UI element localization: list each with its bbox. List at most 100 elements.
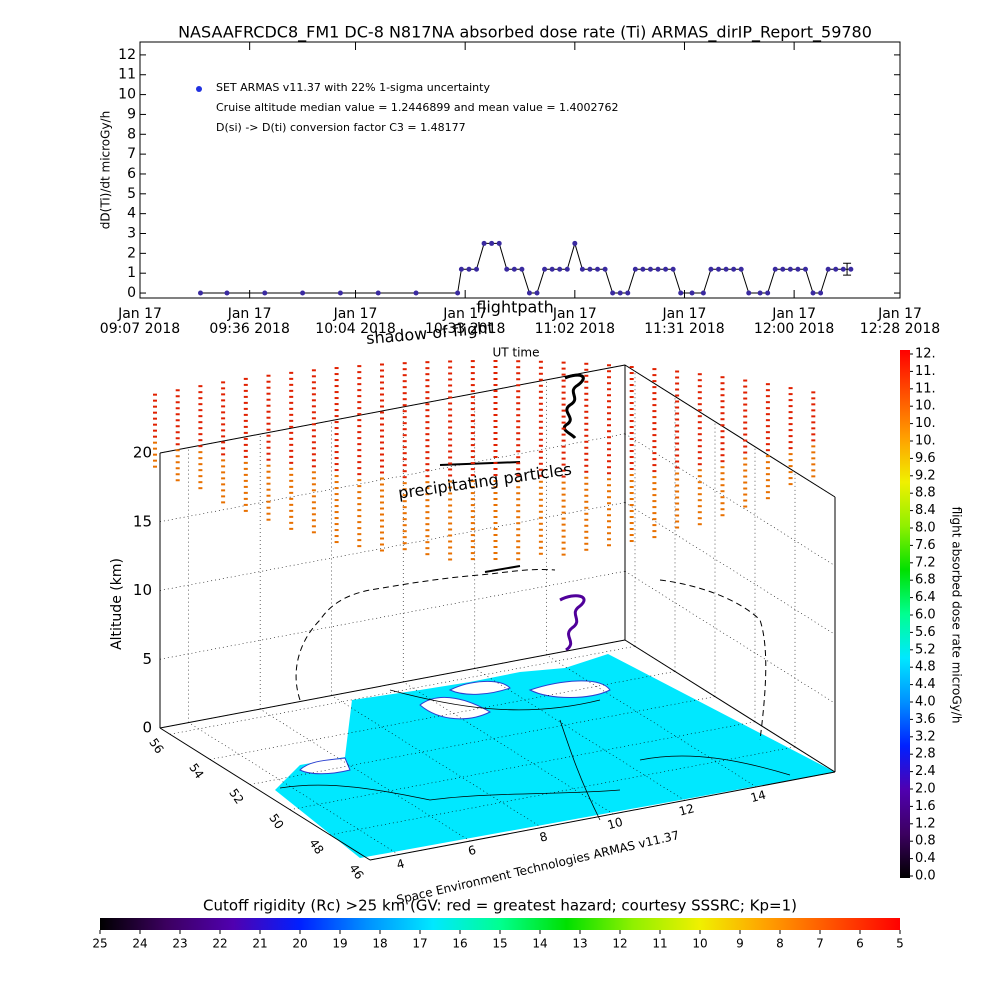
dose-dash (334, 433, 339, 436)
map-sea (299, 680, 611, 775)
dose-dash (289, 425, 294, 428)
dose-dash (470, 456, 475, 459)
dose-dash (765, 443, 770, 446)
dose-dash (652, 374, 657, 377)
dose-dash (516, 462, 521, 465)
dose-dash (470, 420, 475, 423)
dose-dash (720, 406, 725, 409)
dose-dash (697, 463, 702, 466)
dose-dash (266, 386, 271, 389)
data-point (723, 266, 729, 272)
dose-dash (425, 385, 430, 388)
dose-dash (311, 381, 316, 384)
dose-dash (357, 431, 362, 434)
dose-dash (357, 521, 362, 524)
dose-dash (357, 401, 362, 404)
dose-dash (470, 486, 475, 489)
dose-dash (720, 460, 725, 463)
data-point (564, 266, 570, 272)
dose-dash (221, 399, 226, 402)
dose-dash (584, 446, 589, 449)
dose-dash (788, 453, 793, 456)
dose-dash (357, 437, 362, 440)
dose-dash (266, 398, 271, 401)
dose-dash (652, 422, 657, 425)
dose-dash (380, 477, 384, 480)
dose-dash (697, 433, 702, 436)
dose-dash (266, 380, 271, 383)
dose-dash (561, 463, 566, 466)
dose-dash (629, 504, 634, 507)
dose-dash (470, 414, 475, 417)
dose-dash (357, 545, 362, 548)
dose-dash (788, 477, 793, 480)
colorbar-tick-label: 24 (132, 937, 147, 951)
dose-dash (334, 511, 339, 514)
dose-dash (470, 552, 475, 555)
z-tick-label: 0 (142, 719, 152, 737)
data-point (466, 266, 472, 272)
lon-tick-label: 10 (606, 815, 624, 832)
dose-dash (289, 401, 294, 404)
dose-dash (675, 478, 680, 481)
dose-dash (448, 558, 453, 561)
dose-dash (516, 474, 521, 477)
z-tick-label: 20 (133, 444, 152, 462)
dose-dash (675, 424, 680, 427)
colorbar-label: Cutoff rigidity (Rc) >25 km (GV: red = g… (203, 897, 797, 915)
dose-dash (652, 506, 657, 509)
colorbar-tick-label: 10. (915, 434, 936, 449)
dose-dash (334, 427, 339, 430)
colorbar-tick-label: 19 (332, 937, 347, 951)
data-point (572, 240, 578, 246)
dose-dash (743, 493, 748, 496)
data-point (787, 266, 793, 272)
dose-dash (516, 360, 521, 363)
dose-dash (743, 427, 748, 430)
dose-dash (743, 475, 748, 478)
dose-dash (357, 425, 362, 428)
dose-dash (493, 438, 498, 441)
dose-dash (357, 527, 362, 530)
dose-dash (175, 443, 180, 446)
dose-dash (629, 372, 634, 375)
dose-dash (311, 441, 316, 444)
dose-dash (629, 468, 634, 471)
dose-dash (243, 467, 248, 470)
dose-dash (448, 546, 453, 549)
dose-dash (493, 480, 498, 483)
dose-dash (470, 432, 475, 435)
dose-dash (561, 361, 566, 364)
dose-dash (607, 364, 611, 367)
data-point (549, 266, 555, 272)
dose-dash (380, 387, 384, 390)
dose-dash (357, 509, 362, 512)
dose-dash (470, 474, 475, 477)
x-tick-label: 09:36 2018 (209, 321, 289, 337)
dose-dash (221, 459, 226, 462)
dose-dash (743, 433, 748, 436)
dose-dash (448, 492, 453, 495)
colorbar-tick-label: 1.6 (915, 799, 936, 814)
dose-dash (765, 491, 770, 494)
dose-dash (402, 416, 407, 419)
dose-dash (743, 409, 748, 412)
dose-dash (538, 372, 543, 375)
dose-dash (334, 451, 339, 454)
dose-dash (584, 512, 589, 515)
dose-dash (198, 421, 203, 424)
dose-dash (380, 459, 384, 462)
dose-dash (448, 366, 453, 369)
dose-dash (538, 486, 543, 489)
lon-tick-label: 6 (467, 843, 478, 859)
data-point (262, 290, 268, 296)
dose-dash (448, 396, 453, 399)
dose-dash (266, 434, 271, 437)
dose-dash (380, 495, 384, 498)
y-tick-label: 6 (127, 166, 136, 182)
dose-dash (765, 419, 770, 422)
dose-dash (266, 422, 271, 425)
dose-dash (743, 403, 748, 406)
dose-dash (697, 379, 702, 382)
dose-dash (629, 534, 634, 537)
